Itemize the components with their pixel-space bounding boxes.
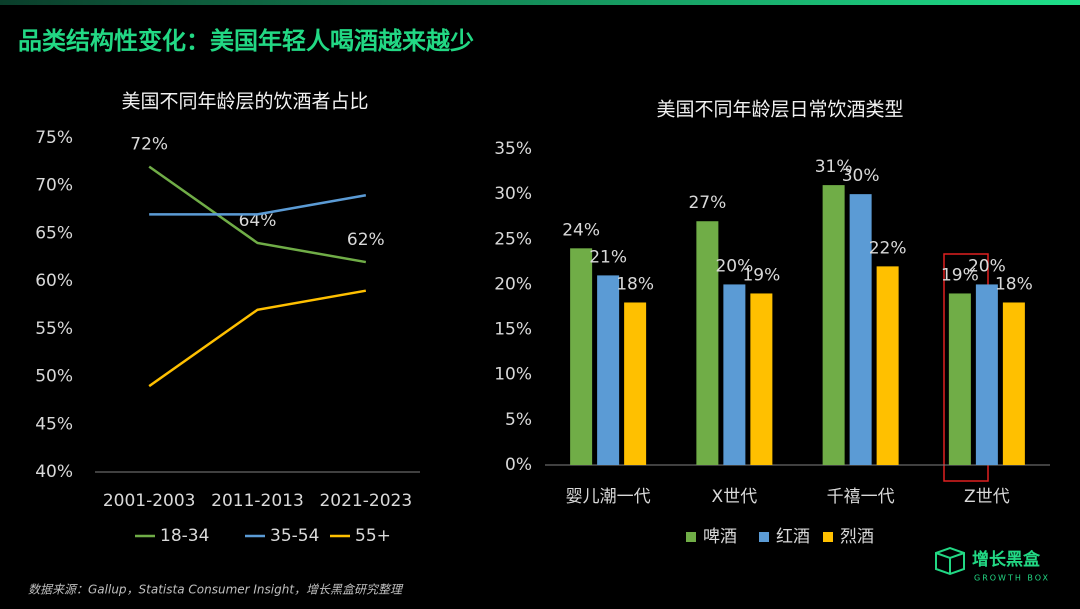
bar bbox=[597, 275, 620, 465]
legend-swatch bbox=[759, 532, 769, 542]
y-tick-label: 70% bbox=[35, 176, 73, 196]
legend-label: 35-54 bbox=[270, 526, 319, 546]
y-tick-label: 35% bbox=[494, 139, 532, 159]
chart-title: 美国不同年龄层的饮酒者占比 bbox=[121, 91, 368, 113]
source-note: 数据来源：Gallup，Statista Consumer Insight，增长… bbox=[28, 583, 404, 597]
logo-icon bbox=[935, 546, 965, 576]
data-label: 72% bbox=[130, 135, 168, 155]
logo-name: 增长黑盒 bbox=[972, 549, 1041, 570]
top-bar bbox=[0, 0, 1080, 5]
x-tick-label: 2001-2003 bbox=[103, 491, 196, 511]
legend-swatch bbox=[686, 532, 696, 542]
x-tick-label: Z世代 bbox=[964, 487, 1010, 507]
y-tick-label: 45% bbox=[35, 414, 73, 434]
data-label: 18% bbox=[995, 274, 1033, 294]
bar bbox=[696, 221, 719, 465]
y-tick-label: 0% bbox=[505, 455, 532, 475]
data-label: 30% bbox=[842, 166, 880, 186]
legend-swatch bbox=[823, 532, 833, 542]
data-label: 18% bbox=[616, 274, 654, 294]
data-label: 21% bbox=[589, 247, 627, 267]
x-tick-label: X世代 bbox=[712, 487, 758, 507]
bar bbox=[1002, 302, 1025, 465]
bar bbox=[822, 185, 845, 465]
y-tick-label: 75% bbox=[35, 128, 73, 148]
data-label: 19% bbox=[742, 265, 780, 285]
legend-label: 啤酒 bbox=[703, 527, 737, 547]
y-tick-label: 60% bbox=[35, 271, 73, 291]
bar bbox=[849, 194, 872, 465]
line-series bbox=[149, 194, 367, 216]
data-label: 27% bbox=[688, 193, 726, 213]
y-tick-label: 30% bbox=[494, 184, 532, 204]
logo-tagline: GROWTH BOX bbox=[974, 574, 1050, 583]
bar bbox=[975, 284, 998, 465]
x-tick-label: 2011-2013 bbox=[211, 491, 304, 511]
line-series bbox=[148, 165, 367, 264]
y-tick-label: 5% bbox=[505, 410, 532, 430]
bar bbox=[876, 266, 899, 465]
bar bbox=[723, 284, 746, 465]
data-label: 20% bbox=[715, 256, 753, 276]
y-tick-label: 20% bbox=[494, 274, 532, 294]
y-tick-label: 15% bbox=[494, 320, 532, 340]
data-label: 62% bbox=[347, 230, 385, 250]
bar bbox=[570, 248, 593, 465]
data-label: 24% bbox=[562, 220, 600, 240]
bar bbox=[948, 293, 971, 465]
data-label: 20% bbox=[968, 256, 1006, 276]
slide-title: 品类结构性变化：美国年轻人喝酒越来越少 bbox=[18, 27, 474, 55]
y-tick-label: 25% bbox=[494, 229, 532, 249]
y-tick-label: 10% bbox=[494, 365, 532, 385]
bar bbox=[750, 293, 773, 465]
y-tick-label: 40% bbox=[35, 462, 73, 482]
y-tick-label: 50% bbox=[35, 367, 73, 387]
data-label: 64% bbox=[239, 211, 277, 231]
line-series bbox=[148, 289, 367, 388]
bar bbox=[624, 302, 647, 465]
x-tick-label: 千禧一代 bbox=[827, 487, 895, 507]
legend-label: 55+ bbox=[355, 526, 391, 546]
data-label: 19% bbox=[941, 265, 979, 285]
chart-title: 美国不同年龄层日常饮酒类型 bbox=[656, 99, 903, 121]
x-tick-label: 2021-2023 bbox=[319, 491, 412, 511]
data-label: 22% bbox=[869, 238, 907, 258]
y-tick-label: 55% bbox=[35, 319, 73, 339]
legend-label: 红酒 bbox=[776, 527, 810, 547]
y-tick-label: 65% bbox=[35, 223, 73, 243]
x-tick-label: 婴儿潮一代 bbox=[566, 487, 651, 507]
data-label: 31% bbox=[815, 157, 853, 177]
legend-label: 烈酒 bbox=[840, 527, 874, 547]
legend-label: 18-34 bbox=[160, 526, 209, 546]
